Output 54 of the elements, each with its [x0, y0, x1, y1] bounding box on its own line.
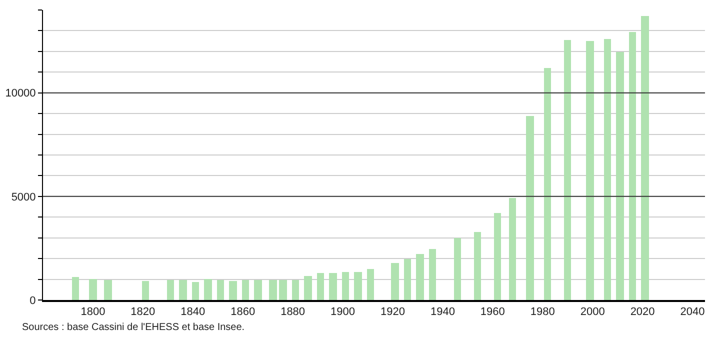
bar [292, 280, 299, 300]
bar [641, 16, 649, 300]
bar [329, 273, 337, 300]
bar [104, 280, 112, 300]
bar [616, 52, 624, 300]
y-tick-label: 10000 [5, 88, 36, 100]
bar [242, 280, 249, 300]
x-tick-label: 1860 [230, 306, 256, 318]
bar [89, 279, 97, 300]
x-tick-label: 1980 [530, 306, 555, 318]
bar [342, 272, 349, 300]
bar [564, 40, 571, 300]
bar [454, 238, 461, 300]
bar [494, 213, 501, 300]
bar [367, 269, 374, 300]
bar [279, 280, 287, 300]
bar [629, 32, 636, 300]
bar [204, 279, 212, 300]
bar [416, 254, 424, 300]
bar [254, 280, 262, 300]
bar [429, 249, 436, 300]
bar [586, 41, 594, 300]
bar [192, 282, 199, 300]
y-tick-label: 0 [30, 294, 36, 307]
bar [404, 259, 411, 300]
bar [474, 232, 481, 300]
bar [317, 273, 324, 300]
x-tick-label: 1880 [280, 306, 306, 318]
bar [509, 198, 516, 300]
bar [304, 276, 312, 300]
bar [179, 280, 187, 300]
x-tick-label: 1900 [330, 306, 356, 318]
x-tick-label: 1940 [430, 306, 455, 318]
bar [142, 281, 149, 300]
x-tick-label: 2000 [580, 306, 605, 318]
bar [229, 281, 237, 300]
bar [72, 277, 79, 300]
x-tick-label: 1920 [380, 306, 405, 318]
bar [167, 280, 174, 300]
source-note: Sources : base Cassini de l'EHESS et base Insee. [22, 322, 245, 333]
bar [526, 116, 534, 300]
x-tick-label: 2040 [680, 306, 705, 318]
bar [217, 280, 224, 300]
x-tick-label: 1840 [180, 306, 206, 318]
bar [604, 39, 611, 300]
bar [544, 68, 551, 300]
y-tick-label: 5000 [11, 191, 36, 204]
x-tick-label: 1960 [480, 306, 505, 318]
x-tick-label: 2020 [630, 306, 655, 318]
bar [391, 263, 399, 300]
bar [354, 272, 362, 300]
x-tick-label: 1800 [80, 306, 106, 318]
bar [269, 280, 277, 300]
x-tick-label: 1820 [130, 306, 156, 318]
